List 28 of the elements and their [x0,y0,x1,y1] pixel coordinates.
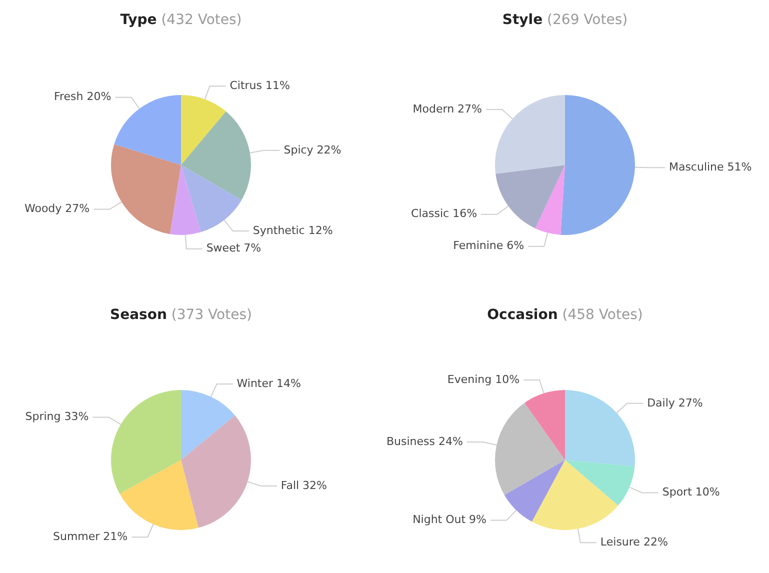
chart-subtitle: (269 Votes) [546,12,628,28]
slice-label: Modern 27% [412,102,482,116]
slice-label: Spicy 22% [284,143,342,156]
chart-subtitle: (373 Votes) [170,307,252,323]
slice-label: Spring 33% [25,410,89,424]
chart-title: Style [502,12,543,28]
chart-title: Occasion [487,307,558,323]
slice-label: Feminine 6% [453,239,524,252]
chart-title: Type [120,12,157,28]
chart-title: Season [110,307,167,323]
slice-label: Citrus 11% [230,78,290,92]
slice-label: Leisure 22% [600,535,668,548]
chart-subtitle: (458 Votes) [561,307,643,323]
slice-label: Masculine 51% [668,160,752,174]
slice-label: Classic 16% [411,207,478,220]
slice-label: Synthetic 12% [252,224,333,237]
slice-label: Sweet 7% [206,242,262,255]
slice-label: Summer 21% [53,530,128,543]
slice-label: Fall 32% [280,478,328,492]
slice-label: Sport 10% [662,486,720,499]
slice-label: Night Out 9% [412,513,487,526]
slice-label: Woody 27% [24,202,90,216]
slice-label: Fresh 20% [54,90,112,104]
slice-label: Daily 27% [647,396,703,410]
slice-label: Business 24% [386,434,463,448]
slice-label: Winter 14% [236,376,301,390]
chart-subtitle: (432 Votes) [160,12,242,28]
slice-label: Evening 10% [447,372,520,386]
